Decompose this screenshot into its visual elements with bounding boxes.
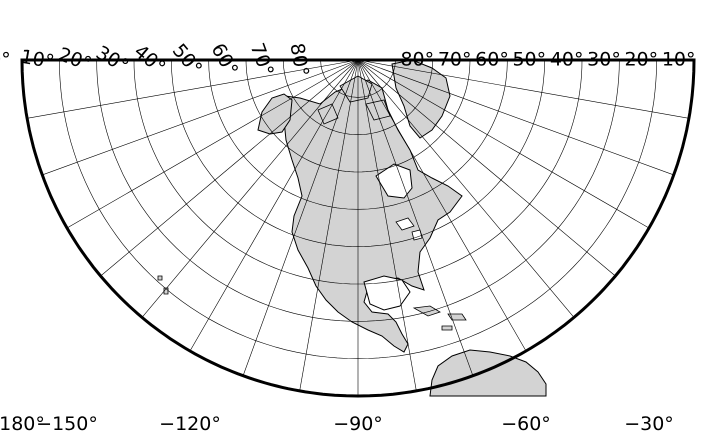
latitude-label-left: 10° — [19, 46, 56, 74]
meridian-line — [357, 59, 527, 352]
longitude-label: −150° — [36, 413, 98, 434]
latitude-label-left: 50° — [168, 40, 207, 80]
parallel-line — [283, 59, 433, 136]
latitude-label-right: 60° — [475, 49, 509, 71]
longitude-label: 180° — [0, 413, 45, 434]
longitude-label: −30° — [624, 413, 674, 434]
meridian-line — [357, 59, 474, 376]
longitude-label: −60° — [501, 413, 551, 434]
meridian-line — [42, 59, 359, 176]
parallel-line — [171, 59, 545, 248]
meridian-line — [357, 59, 674, 176]
latitude-label-left: 30° — [92, 42, 132, 78]
latitude-label-right: 30° — [587, 49, 621, 71]
meridian-line — [357, 59, 575, 318]
latitude-label-left: 60° — [206, 40, 242, 80]
caribbean-islands — [412, 305, 467, 331]
alaska-landmass — [257, 93, 293, 135]
meridian-line — [357, 59, 616, 277]
latitude-label-right: 70° — [438, 49, 472, 71]
meridian-line — [100, 59, 359, 277]
parallel-line — [59, 59, 657, 360]
meridian-line — [66, 59, 359, 229]
latitude-label-right: 80° — [400, 49, 434, 71]
latitude-label-left: 80° — [285, 41, 313, 78]
great-lakes — [395, 217, 423, 241]
parallel-lines — [59, 59, 657, 360]
latitude-label-left: 20° — [55, 43, 94, 75]
latitude-label-right: 20° — [624, 49, 658, 71]
meridian-line — [141, 59, 359, 318]
meridian-line — [357, 59, 689, 119]
latitude-label-left: 70° — [246, 40, 278, 79]
gulf-of-mexico — [363, 275, 411, 311]
parallel-line — [245, 59, 471, 173]
greenland-landmass — [391, 59, 451, 139]
meridian-line — [357, 59, 650, 229]
meridian-line — [299, 59, 359, 391]
meridian-line — [357, 59, 417, 391]
meridian-line — [27, 59, 359, 119]
meridian-line — [242, 59, 359, 376]
latitude-label-left: 40° — [130, 40, 170, 79]
longitude-labels: 180°−150° −120° −90° −60° −30° — [0, 413, 674, 434]
map-boundary — [20, 58, 696, 398]
longitude-label: −90° — [333, 413, 383, 434]
latitude-labels-right: 0°10°20°30°40°50°60°70°80° — [400, 49, 696, 71]
meridian-line — [189, 59, 359, 352]
parallel-line — [208, 59, 508, 210]
parallel-line — [320, 60, 396, 98]
hawaii-islands — [157, 275, 169, 295]
hudson-bay — [375, 163, 413, 199]
parallel-line — [96, 59, 620, 322]
parallel-line — [133, 59, 583, 285]
latitude-label-right: 50° — [512, 49, 546, 71]
latitude-label-left: 0° — [0, 49, 11, 71]
latitude-label-right: 40° — [550, 49, 584, 71]
longitude-label: −120° — [159, 413, 221, 434]
latitude-label-right: 10° — [662, 49, 696, 71]
meridian-lines — [22, 59, 694, 396]
south-america-landmass — [429, 349, 547, 397]
latitude-labels-left: 0° 10°20°30°40°50°60°70°80° — [0, 40, 313, 80]
land-group — [157, 59, 547, 397]
